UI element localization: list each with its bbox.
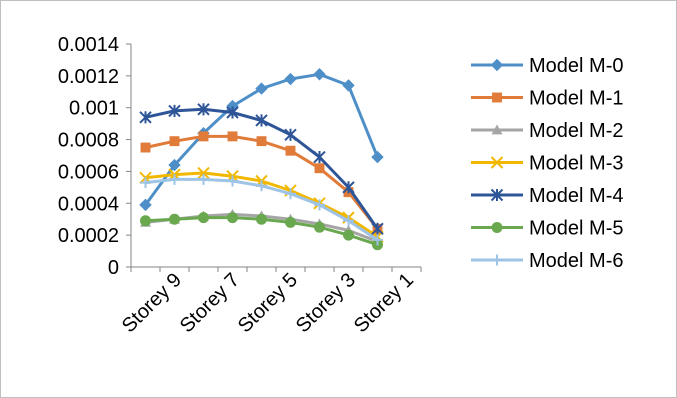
data-point <box>226 106 239 119</box>
legend-marker <box>491 254 503 266</box>
data-point <box>285 216 296 228</box>
legend-marker <box>492 92 502 103</box>
legend-marker <box>490 58 504 72</box>
data-point <box>198 131 209 142</box>
data-point <box>314 221 325 233</box>
legend: Model M-0 Model M-1 Model M-2 Model M-3 Mode… <box>471 55 623 272</box>
data-point <box>343 229 354 241</box>
x-tick-label: Storey 3 <box>292 269 360 337</box>
legend-marker <box>491 222 503 233</box>
data-point <box>256 213 267 225</box>
y-tick-label: 0 <box>108 257 119 279</box>
legend-marker <box>491 124 503 135</box>
data-point <box>284 128 297 142</box>
legend-marker <box>490 156 504 169</box>
series-lines <box>139 68 384 251</box>
x-tick-label: Storey 1 <box>350 269 418 337</box>
data-point <box>227 131 238 142</box>
data-point <box>285 188 296 200</box>
y-tick-label: 0.0004 <box>58 193 119 215</box>
data-point <box>313 150 326 164</box>
data-point <box>169 136 180 147</box>
data-point <box>198 173 209 185</box>
data-point <box>168 158 181 172</box>
data-point <box>314 163 325 174</box>
data-point <box>139 198 152 212</box>
data-point <box>168 104 181 118</box>
legend-entry: Model M-2 <box>471 120 623 142</box>
data-point <box>343 215 354 227</box>
data-point <box>342 181 355 194</box>
data-point <box>140 215 151 227</box>
legend-entry: Model M-6 <box>471 250 623 272</box>
legend-entry: Model M-3 <box>471 153 623 175</box>
data-point <box>371 150 384 164</box>
legend-label: Model M-5 <box>529 218 623 240</box>
y-tick-label: 0.0002 <box>58 225 119 247</box>
legend-label: Model M-0 <box>529 55 623 77</box>
legend-label: Model M-3 <box>529 153 623 175</box>
data-point <box>255 114 268 127</box>
data-point <box>284 72 297 86</box>
y-tick-label: 0.0006 <box>58 161 119 183</box>
series-model-m-4 <box>139 103 384 235</box>
legend-entry: Model M-1 <box>471 88 623 110</box>
x-tick-label: Storey 7 <box>176 269 244 337</box>
data-point <box>371 222 384 235</box>
data-point <box>313 68 326 81</box>
series-model-m-6 <box>140 173 383 246</box>
legend-label: Model M-1 <box>529 88 623 110</box>
data-point <box>314 199 325 211</box>
y-tick-label: 0.0012 <box>58 66 119 88</box>
data-point <box>227 212 238 224</box>
data-point <box>372 234 383 246</box>
data-point <box>197 103 210 116</box>
data-point <box>255 82 268 95</box>
data-point <box>227 175 238 187</box>
data-point <box>256 180 267 192</box>
x-tick-label: Storey 9 <box>118 269 186 337</box>
legend-label: Model M-2 <box>529 120 623 142</box>
legend-entry: Model M-0 <box>471 55 623 77</box>
data-point <box>342 79 355 92</box>
data-point <box>285 145 296 156</box>
data-point <box>140 142 151 153</box>
series-model-m-5 <box>140 212 383 251</box>
axes: 0 0.0002 0.0004 0.0006 0.0008 0.001 0.0012 0.00… <box>58 34 422 337</box>
data-point <box>169 173 180 185</box>
data-point <box>256 136 267 147</box>
legend-label: Model M-6 <box>529 250 623 272</box>
legend-marker <box>490 188 504 202</box>
x-tick-label: Storey 5 <box>234 269 302 337</box>
y-tick-label: 0.001 <box>69 98 119 120</box>
data-point <box>198 212 209 224</box>
data-point <box>139 111 152 124</box>
data-point <box>140 177 151 189</box>
data-point <box>169 213 180 225</box>
legend-entry: Model M-5 <box>471 218 623 240</box>
y-tick-label: 0.0014 <box>58 34 119 56</box>
y-tick-label: 0.0008 <box>58 130 119 152</box>
data-point <box>197 166 210 180</box>
legend-label: Model M-4 <box>529 185 623 207</box>
legend-entry: Model M-4 <box>471 185 623 207</box>
